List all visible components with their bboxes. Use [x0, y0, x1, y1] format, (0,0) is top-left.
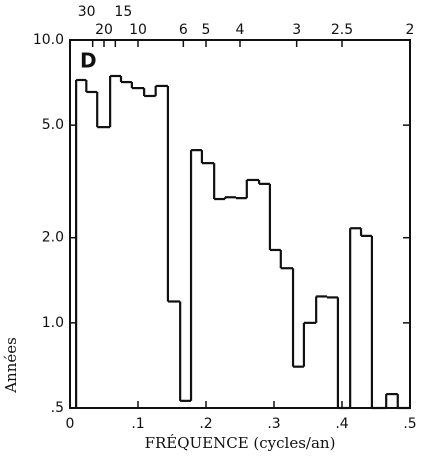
x2-tick-label: 2.5 — [331, 22, 353, 38]
y-tick-label: 10.0 — [33, 32, 64, 48]
x2-tick-label: 10 — [129, 22, 147, 38]
y-tick-label: 1.0 — [42, 315, 64, 331]
x2-tick-label: 20 — [95, 22, 113, 38]
x2-tick-label: 4 — [236, 22, 245, 38]
y-axis-label: Années — [2, 337, 20, 394]
panel-letter: D — [80, 49, 97, 73]
x-tick-label: .4 — [335, 416, 348, 432]
x-tick-label: 0 — [66, 416, 75, 432]
x-axis-label: FRÉQUENCE (cycles/an) — [145, 434, 336, 452]
y-tick-label: 5.0 — [42, 117, 64, 133]
x2-tick-label: 6 — [179, 22, 188, 38]
x-tick-label: .3 — [267, 416, 280, 432]
y-tick-label: 2.0 — [42, 230, 64, 246]
x-tick-label: .5 — [403, 416, 416, 432]
y-tick-label: .5 — [51, 400, 64, 416]
x-tick-label: .2 — [199, 416, 212, 432]
x2-tick-label: 15 — [114, 4, 132, 20]
x2-tick-label: 2 — [406, 22, 415, 38]
x-tick-label: .1 — [131, 416, 144, 432]
plot-frame — [69, 39, 411, 409]
x2-tick-label: 3 — [292, 22, 301, 38]
x2-tick-label: 30 — [78, 4, 96, 20]
x2-tick-label: 5 — [202, 22, 211, 38]
